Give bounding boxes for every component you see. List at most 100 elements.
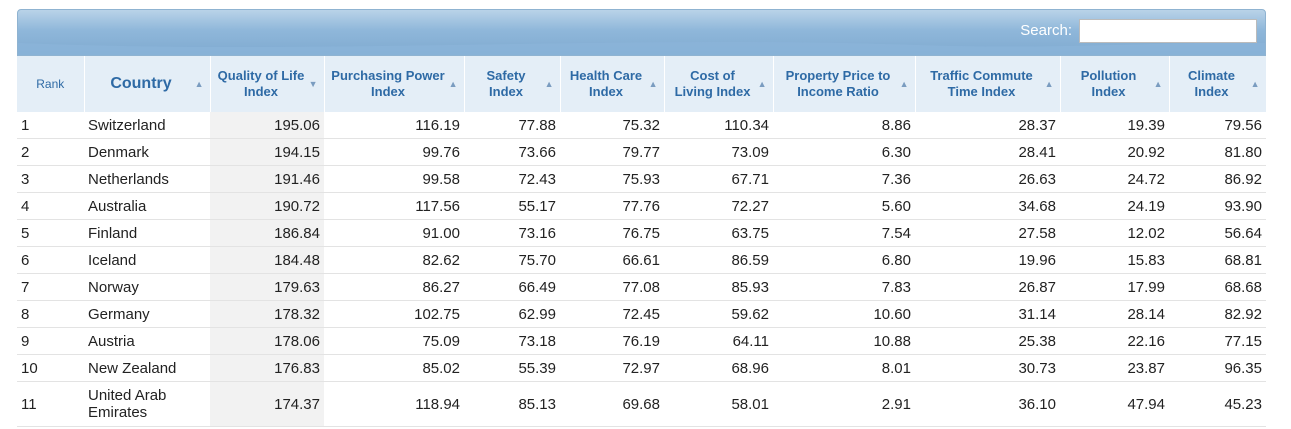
cell-health-care: 77.76 <box>560 192 664 220</box>
header-quality-label: Quality of Life Index <box>217 68 305 99</box>
cell-cost-of-living: 68.96 <box>664 354 773 382</box>
cell-pollution: 19.39 <box>1060 112 1169 139</box>
cell-health-care: 77.08 <box>560 273 664 301</box>
sort-asc-icon: ▲ <box>899 79 909 89</box>
header-climate-label: Climate Index <box>1188 68 1235 99</box>
sort-asc-icon: ▲ <box>194 79 204 89</box>
header-quality-of-life-index[interactable]: Quality of Life Index ▼ <box>210 56 325 112</box>
cell-quality-of-life: 194.15 <box>210 138 324 166</box>
cell-traffic-commute: 25.38 <box>915 327 1060 355</box>
cell-purchasing-power: 117.56 <box>324 192 464 220</box>
cell-safety: 72.43 <box>464 165 560 193</box>
cell-property-price: 6.80 <box>773 246 915 274</box>
cell-traffic-commute: 19.96 <box>915 246 1060 274</box>
cell-purchasing-power: 102.75 <box>324 300 464 328</box>
cell-purchasing-power: 118.94 <box>324 381 464 427</box>
cell-property-price: 7.54 <box>773 219 915 247</box>
cell-traffic-commute: 34.68 <box>915 192 1060 220</box>
cell-country: Australia <box>84 192 210 220</box>
cell-safety: 62.99 <box>464 300 560 328</box>
table-toolbar: Search: <box>17 9 1266 56</box>
table-row: 1 Switzerland 195.06 116.19 77.88 75.32 110.34… <box>17 112 1266 139</box>
cell-rank: 6 <box>17 246 84 274</box>
table-row: 5 Finland 186.84 91.00 73.16 76.75 63.75 7.54 27… <box>17 219 1266 247</box>
cell-property-price: 7.36 <box>773 165 915 193</box>
cell-cost-of-living: 86.59 <box>664 246 773 274</box>
cell-climate: 86.92 <box>1169 165 1266 193</box>
cell-traffic-commute: 28.41 <box>915 138 1060 166</box>
cell-pollution: 15.83 <box>1060 246 1169 274</box>
cell-traffic-commute: 26.63 <box>915 165 1060 193</box>
cell-rank: 5 <box>17 219 84 247</box>
cell-quality-of-life: 190.72 <box>210 192 324 220</box>
cell-cost-of-living: 59.62 <box>664 300 773 328</box>
table-row: 7 Norway 179.63 86.27 66.49 77.08 85.93 7.83 26.… <box>17 273 1266 301</box>
search-input[interactable] <box>1079 19 1257 43</box>
cell-health-care: 75.32 <box>560 112 664 139</box>
table-body: 1 Switzerland 195.06 116.19 77.88 75.32 110.34… <box>17 112 1266 427</box>
cell-safety: 55.39 <box>464 354 560 382</box>
cell-country: Switzerland <box>84 112 210 139</box>
cell-cost-of-living: 63.75 <box>664 219 773 247</box>
cell-safety: 73.66 <box>464 138 560 166</box>
cell-pollution: 28.14 <box>1060 300 1169 328</box>
header-pollution-index[interactable]: Pollution Index ▲ <box>1060 56 1170 112</box>
header-traffic-label: Traffic Commute Time Index <box>930 68 1033 99</box>
header-safety-label: Safety Index <box>486 68 526 99</box>
cell-purchasing-power: 82.62 <box>324 246 464 274</box>
cell-cost-of-living: 110.34 <box>664 112 773 139</box>
header-safety-index[interactable]: Safety Index ▲ <box>464 56 561 112</box>
cell-quality-of-life: 184.48 <box>210 246 324 274</box>
cell-quality-of-life: 195.06 <box>210 112 324 139</box>
rankings-table-container: Search: Rank Country ▲ Quality of Life In… <box>17 9 1267 427</box>
cell-traffic-commute: 31.14 <box>915 300 1060 328</box>
cell-health-care: 79.77 <box>560 138 664 166</box>
cell-rank: 7 <box>17 273 84 301</box>
cell-pollution: 22.16 <box>1060 327 1169 355</box>
cell-property-price: 10.88 <box>773 327 915 355</box>
header-health-care-index[interactable]: Health Care Index ▲ <box>560 56 665 112</box>
cell-health-care: 76.19 <box>560 327 664 355</box>
header-rank[interactable]: Rank <box>17 56 85 112</box>
sort-asc-icon: ▲ <box>1153 79 1163 89</box>
cell-climate: 96.35 <box>1169 354 1266 382</box>
cell-property-price: 5.60 <box>773 192 915 220</box>
cell-country: Germany <box>84 300 210 328</box>
cell-purchasing-power: 99.58 <box>324 165 464 193</box>
header-country[interactable]: Country ▲ <box>84 56 211 112</box>
cell-pollution: 24.72 <box>1060 165 1169 193</box>
header-cost-label: Cost of Living Index <box>674 68 751 99</box>
header-cost-of-living-index[interactable]: Cost of Living Index ▲ <box>664 56 774 112</box>
cell-health-care: 72.45 <box>560 300 664 328</box>
cell-pollution: 23.87 <box>1060 354 1169 382</box>
header-purchasing-power-index[interactable]: Purchasing Power Index ▲ <box>324 56 465 112</box>
table-row: 10 New Zealand 176.83 85.02 55.39 72.97 68.96 8… <box>17 354 1266 382</box>
cell-health-care: 69.68 <box>560 381 664 427</box>
cell-rank: 11 <box>17 381 84 427</box>
cell-safety: 66.49 <box>464 273 560 301</box>
cell-property-price: 7.83 <box>773 273 915 301</box>
cell-climate: 93.90 <box>1169 192 1266 220</box>
cell-purchasing-power: 116.19 <box>324 112 464 139</box>
sort-asc-icon: ▲ <box>757 79 767 89</box>
quality-of-life-table: Rank Country ▲ Quality of Life Index ▼ Pur… <box>17 56 1267 427</box>
cell-property-price: 8.01 <box>773 354 915 382</box>
table-row: 4 Australia 190.72 117.56 55.17 77.76 72.27 5.6… <box>17 192 1266 220</box>
cell-quality-of-life: 174.37 <box>210 381 324 427</box>
cell-rank: 8 <box>17 300 84 328</box>
cell-rank: 2 <box>17 138 84 166</box>
header-property-label: Property Price to Income Ratio <box>785 68 891 99</box>
cell-traffic-commute: 26.87 <box>915 273 1060 301</box>
table-row: 6 Iceland 184.48 82.62 75.70 66.61 86.59 6.80 19… <box>17 246 1266 274</box>
cell-safety: 73.16 <box>464 219 560 247</box>
cell-cost-of-living: 64.11 <box>664 327 773 355</box>
header-pollution-label: Pollution Index <box>1080 68 1137 99</box>
header-property-price-index[interactable]: Property Price to Income Ratio ▲ <box>773 56 916 112</box>
table-row: 9 Austria 178.06 75.09 73.18 76.19 64.11 10.88 2… <box>17 327 1266 355</box>
sort-asc-icon: ▲ <box>1250 79 1260 89</box>
search-label: Search: <box>1020 22 1072 39</box>
toolbar-wave-decoration <box>18 42 1265 55</box>
header-traffic-commute-index[interactable]: Traffic Commute Time Index ▲ <box>915 56 1061 112</box>
header-climate-index[interactable]: Climate Index ▲ <box>1169 56 1267 112</box>
cell-safety: 77.88 <box>464 112 560 139</box>
